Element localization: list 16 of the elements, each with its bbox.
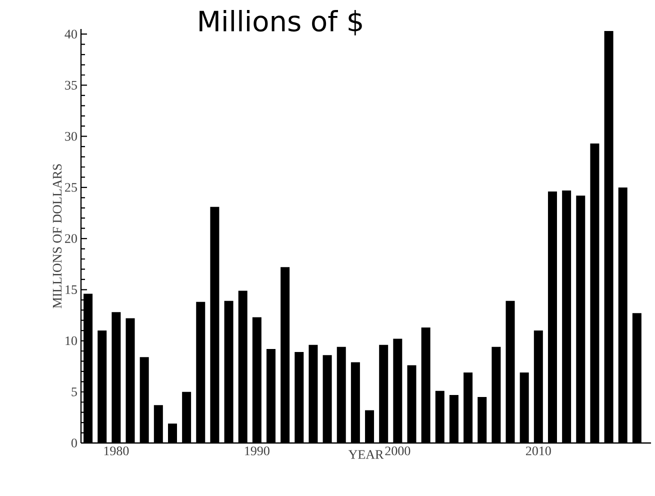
x-axis-title: YEAR	[348, 450, 384, 459]
y-tick-label: 40	[64, 30, 77, 38]
chart-title: Millions of $	[200, 10, 362, 36]
y-tick-label: 10	[66, 336, 77, 346]
x-tick-label: 1980	[104, 446, 129, 456]
y-tick-label: 15	[66, 285, 77, 294]
y-tick-label: 0	[71, 438, 77, 448]
y-tick-label: 30	[65, 132, 77, 141]
x-tick-label: 2000	[385, 446, 410, 456]
y-tick-label: 25	[65, 183, 77, 192]
x-tick-label: 1990	[245, 446, 270, 456]
y-tick-label: 5	[72, 388, 77, 396]
x-tick-label: 2010	[526, 446, 551, 456]
y-tick-label: 35	[65, 80, 77, 90]
y-tick-label: 20	[65, 234, 77, 243]
y-axis-title: MILLIONS OF DOLLARS	[52, 164, 62, 308]
